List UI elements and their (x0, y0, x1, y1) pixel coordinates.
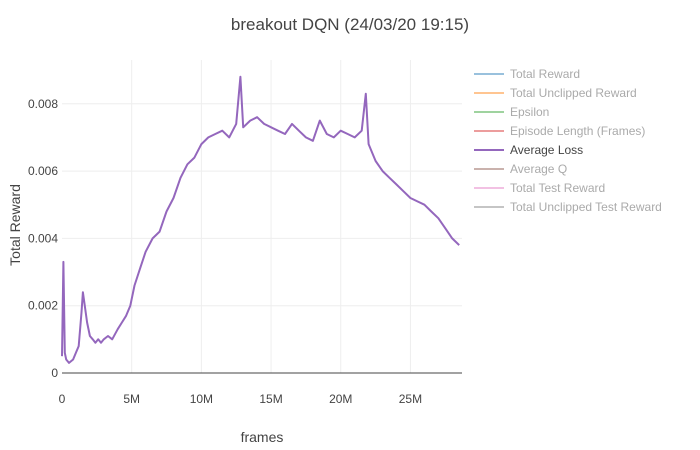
legend-item[interactable]: Total Unclipped Test Reward (474, 200, 662, 214)
legend-label: Epsilon (510, 105, 549, 119)
legend-label: Total Test Reward (510, 181, 605, 195)
legend-item[interactable]: Epsilon (474, 105, 549, 119)
legend-label: Total Unclipped Reward (510, 86, 637, 100)
legend-item[interactable]: Average Q (474, 162, 567, 176)
plot-area (61, 75, 460, 364)
x-tick-label: 5M (123, 392, 140, 406)
y-axis-title: Total Reward (7, 184, 23, 266)
y-tick-label: 0 (51, 366, 58, 380)
legend-label: Average Q (510, 162, 567, 176)
legend-item[interactable]: Episode Length (Frames) (474, 124, 645, 138)
legend: Total Reward Total Unclipped Reward Epsilo… (474, 67, 662, 214)
series-line-average-loss (61, 75, 460, 364)
x-axis-ticks: 0 5M 10M 15M 20M 25M (59, 392, 422, 406)
x-tick-label: 25M (399, 392, 422, 406)
x-axis-title: frames (241, 429, 284, 445)
legend-item[interactable]: Total Unclipped Reward (474, 86, 637, 100)
y-tick-label: 0.004 (28, 231, 58, 245)
legend-item[interactable]: Average Loss (474, 143, 583, 157)
chart-title: breakout DQN (24/03/20 19:15) (231, 15, 469, 34)
x-tick-label: 20M (329, 392, 352, 406)
grid (62, 60, 462, 374)
legend-label: Episode Length (Frames) (510, 124, 645, 138)
y-axis-ticks: 0 0.002 0.004 0.006 0.008 (28, 97, 58, 380)
y-tick-label: 0.008 (28, 97, 58, 111)
x-tick-label: 15M (259, 392, 282, 406)
legend-item[interactable]: Total Test Reward (474, 181, 605, 195)
legend-item[interactable]: Total Reward (474, 67, 580, 81)
legend-label: Total Unclipped Test Reward (510, 200, 662, 214)
y-tick-label: 0.002 (28, 299, 58, 313)
legend-label: Average Loss (510, 143, 583, 157)
x-tick-label: 10M (190, 392, 213, 406)
y-tick-label: 0.006 (28, 164, 58, 178)
legend-label: Total Reward (510, 67, 580, 81)
x-tick-label: 0 (59, 392, 66, 406)
